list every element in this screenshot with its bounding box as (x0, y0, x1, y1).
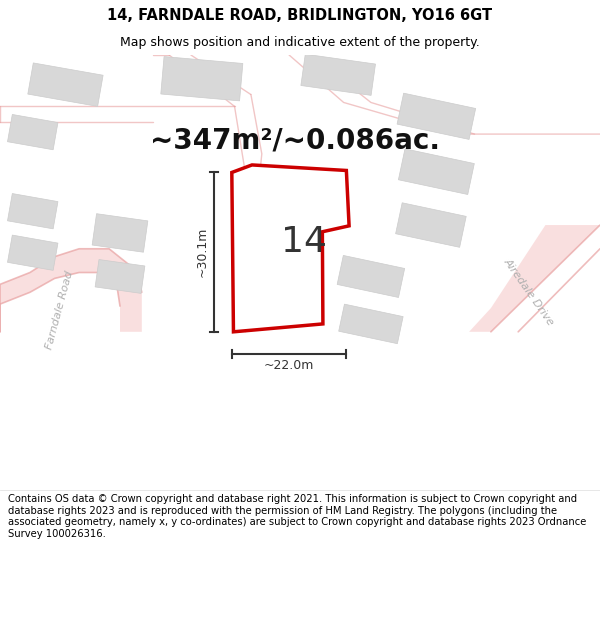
Polygon shape (338, 304, 403, 344)
Polygon shape (397, 93, 476, 139)
Polygon shape (92, 214, 148, 253)
Polygon shape (337, 256, 404, 298)
Polygon shape (0, 249, 142, 332)
Polygon shape (7, 235, 58, 271)
Polygon shape (161, 57, 243, 101)
Polygon shape (398, 149, 475, 194)
Text: Airedale Drive: Airedale Drive (502, 257, 556, 328)
Polygon shape (28, 63, 103, 106)
Polygon shape (469, 225, 600, 332)
Polygon shape (301, 54, 376, 96)
Text: 14, FARNDALE ROAD, BRIDLINGTON, YO16 6GT: 14, FARNDALE ROAD, BRIDLINGTON, YO16 6GT (107, 8, 493, 23)
Text: ~30.1m: ~30.1m (196, 227, 208, 278)
Polygon shape (7, 114, 58, 150)
Polygon shape (395, 202, 466, 248)
Text: Contains OS data © Crown copyright and database right 2021. This information is : Contains OS data © Crown copyright and d… (8, 494, 586, 539)
Text: 14: 14 (281, 224, 327, 259)
Text: Farndale Road: Farndale Road (45, 270, 75, 351)
Text: ~347m²/~0.086ac.: ~347m²/~0.086ac. (149, 126, 440, 154)
Polygon shape (232, 165, 349, 332)
Text: Map shows position and indicative extent of the property.: Map shows position and indicative extent… (120, 36, 480, 49)
Text: ~22.0m: ~22.0m (264, 359, 314, 372)
Polygon shape (7, 194, 58, 229)
Polygon shape (95, 259, 145, 293)
